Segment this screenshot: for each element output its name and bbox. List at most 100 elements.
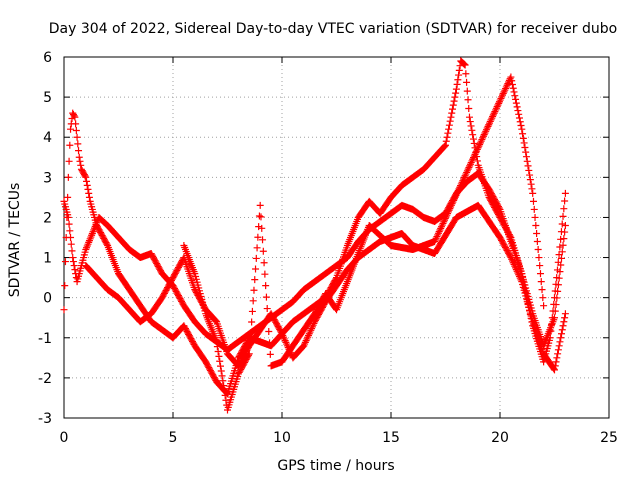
data-point: [245, 350, 253, 358]
data-point: [303, 335, 311, 343]
data-point: [441, 216, 449, 224]
data-point: [493, 103, 501, 111]
data-point: [461, 61, 469, 69]
data-point: [85, 193, 93, 201]
data-point: [509, 259, 517, 267]
data-point: [462, 70, 470, 78]
data-point: [509, 84, 517, 92]
data-point: [551, 362, 559, 370]
data-point: [555, 274, 563, 282]
data-point: [506, 252, 514, 260]
data-point: [444, 129, 452, 137]
data-point: [481, 129, 489, 137]
data-point: [66, 141, 74, 149]
data-point: [255, 212, 263, 220]
data-point: [455, 71, 463, 79]
data-point: [254, 233, 262, 241]
data-point: [561, 221, 569, 229]
data-point: [280, 333, 288, 341]
data-point: [71, 266, 79, 274]
data-point: [498, 93, 506, 101]
data-point: [261, 270, 269, 278]
data-point: [477, 137, 485, 145]
data-point: [517, 121, 525, 129]
data-point: [258, 224, 266, 232]
data-point: [558, 326, 566, 334]
data-point: [556, 338, 564, 346]
data-point: [460, 60, 468, 68]
data-point: [262, 293, 270, 301]
data-point: [536, 262, 544, 270]
data-point: [495, 99, 503, 107]
data-point: [215, 352, 223, 360]
data-point: [468, 126, 476, 134]
data-point: [551, 366, 558, 374]
data-point: [454, 187, 462, 195]
data-point: [439, 219, 447, 227]
data-point: [452, 89, 460, 97]
data-point: [309, 321, 317, 329]
data-point: [465, 113, 473, 121]
data-point: [497, 94, 505, 102]
data-point: [265, 327, 273, 335]
data-point: [443, 133, 451, 141]
data-point: [74, 140, 82, 148]
data-point: [486, 117, 494, 125]
data-point: [440, 143, 448, 151]
data-point: [511, 92, 519, 100]
data-point: [83, 181, 91, 189]
data-point: [554, 281, 562, 289]
data-point: [278, 330, 286, 338]
data-point: [464, 96, 472, 104]
data-point: [508, 255, 516, 263]
data-point: [521, 144, 529, 152]
data-point: [72, 127, 80, 135]
data-point: [70, 112, 78, 120]
data-point: [214, 348, 222, 356]
data-point: [466, 162, 474, 170]
data-point: [85, 189, 93, 197]
data-point: [519, 134, 527, 142]
data-point: [534, 246, 542, 254]
data-point: [492, 106, 500, 114]
data-point: [480, 131, 488, 139]
data-point: [220, 386, 228, 394]
data-point: [452, 191, 460, 199]
data-point: [505, 78, 513, 86]
data-point: [467, 159, 475, 167]
data-point: [496, 96, 504, 104]
data-point: [533, 238, 541, 246]
data-point: [447, 113, 455, 121]
data-point: [522, 153, 530, 161]
y-tick-label: 0: [43, 291, 52, 307]
data-point: [512, 266, 520, 274]
data-point: [444, 208, 452, 216]
data-point: [526, 171, 534, 179]
data-point: [507, 73, 515, 81]
data-point: [219, 377, 227, 385]
data-point: [485, 121, 493, 129]
data-point: [471, 150, 479, 158]
data-point: [460, 173, 468, 181]
data-point: [438, 221, 446, 229]
data-point: [476, 140, 484, 148]
data-point: [448, 200, 456, 208]
data-point: [449, 105, 457, 113]
data-point: [561, 228, 569, 236]
data-point: [499, 90, 507, 98]
data-point: [445, 125, 453, 133]
data-point: [457, 182, 465, 190]
x-tick-label: 0: [60, 430, 69, 446]
data-point: [489, 113, 497, 121]
data-point: [252, 254, 260, 262]
data-point: [304, 333, 312, 341]
data-point: [259, 236, 267, 244]
data-point: [447, 201, 455, 209]
data-point: [255, 223, 263, 231]
data-point: [431, 236, 439, 244]
data-point: [530, 205, 538, 213]
data-point: [483, 124, 491, 132]
data-point: [440, 218, 448, 226]
data-point: [558, 248, 566, 256]
x-tick-label: 5: [169, 430, 178, 446]
